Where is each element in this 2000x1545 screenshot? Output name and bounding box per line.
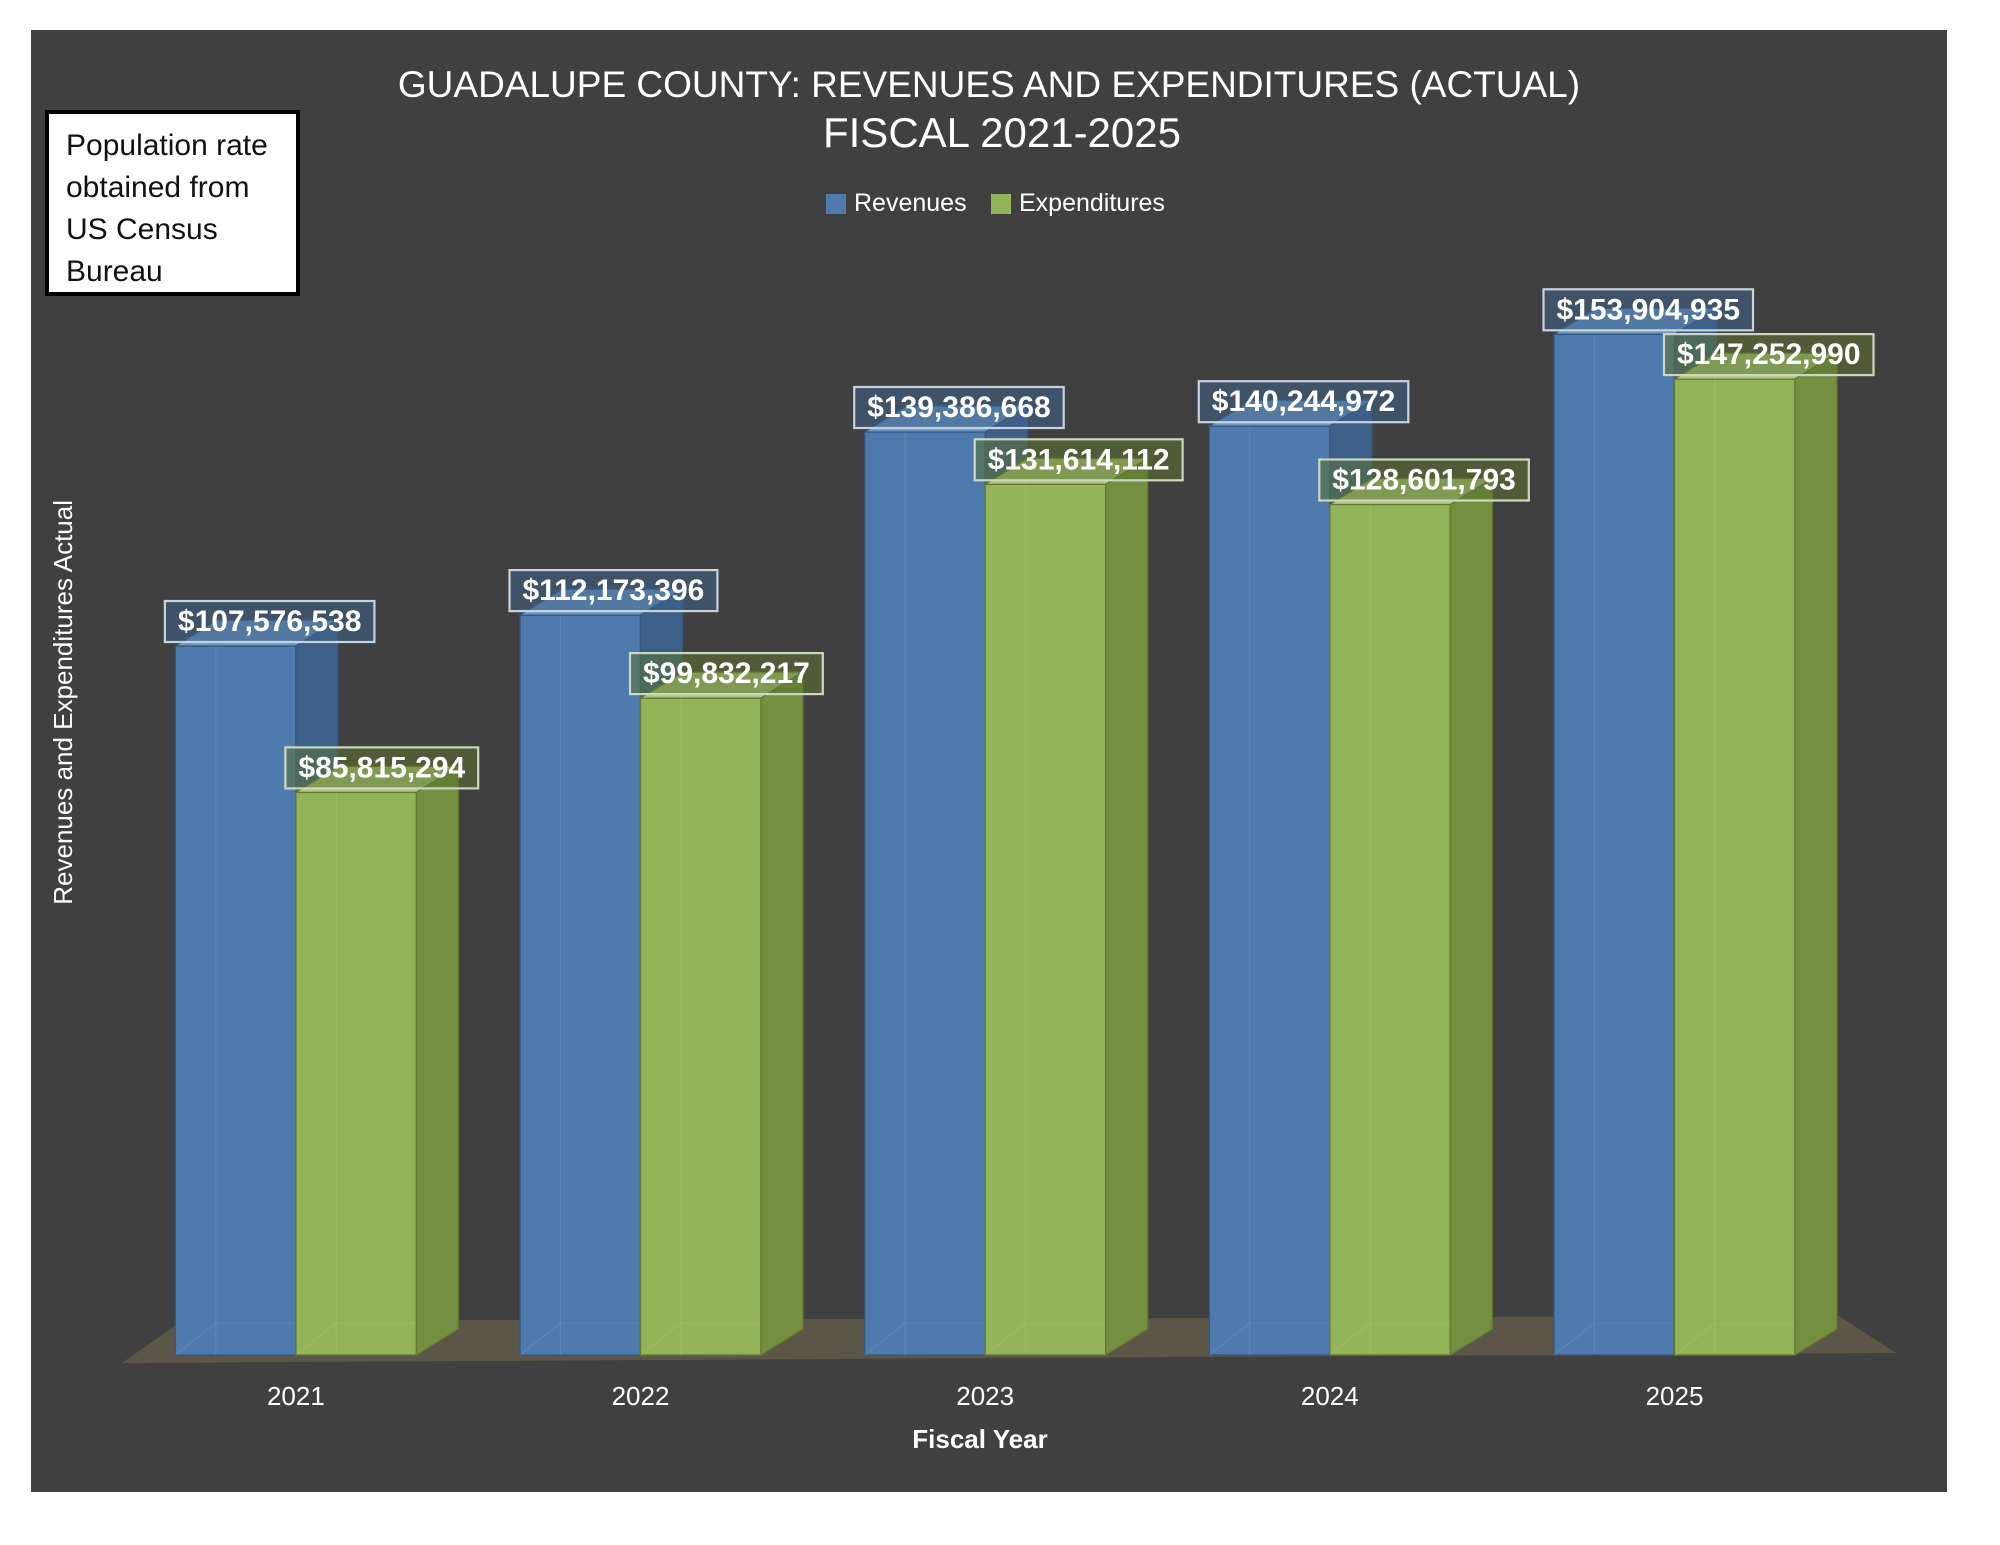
svg-text:$112,173,396: $112,173,396: [523, 574, 705, 607]
svg-text:$153,904,935: $153,904,935: [1557, 293, 1741, 326]
svg-text:GUADALUPE COUNTY: REVENUES AND: GUADALUPE COUNTY: REVENUES AND EXPENDITU…: [398, 64, 1580, 105]
svg-text:$128,601,793: $128,601,793: [1332, 464, 1516, 497]
svg-text:Revenues: Revenues: [854, 189, 967, 217]
svg-text:$140,244,972: $140,244,972: [1212, 385, 1396, 418]
svg-text:Revenues and Expenditures Actu: Revenues and Expenditures Actual: [48, 500, 78, 905]
svg-text:2022: 2022: [612, 1381, 670, 1411]
svg-text:2021: 2021: [267, 1381, 325, 1411]
svg-text:Population rate: Population rate: [66, 129, 268, 162]
svg-text:2023: 2023: [956, 1381, 1014, 1411]
svg-text:obtained from: obtained from: [66, 171, 249, 204]
svg-text:FISCAL 2021-2025: FISCAL 2021-2025: [823, 109, 1181, 156]
svg-text:US Census: US Census: [66, 213, 218, 246]
svg-text:2025: 2025: [1646, 1381, 1704, 1411]
svg-text:Fiscal Year: Fiscal Year: [912, 1424, 1047, 1454]
svg-text:$107,576,538: $107,576,538: [178, 605, 362, 638]
svg-text:$139,386,668: $139,386,668: [867, 391, 1051, 424]
svg-text:$99,832,217: $99,832,217: [643, 657, 810, 690]
svg-text:Expenditures: Expenditures: [1019, 189, 1165, 217]
svg-text:$85,815,294: $85,815,294: [298, 751, 465, 784]
svg-text:$147,252,990: $147,252,990: [1677, 338, 1861, 371]
svg-text:2024: 2024: [1301, 1381, 1359, 1411]
svg-text:Bureau: Bureau: [66, 255, 163, 288]
svg-text:$131,614,112: $131,614,112: [988, 443, 1170, 476]
